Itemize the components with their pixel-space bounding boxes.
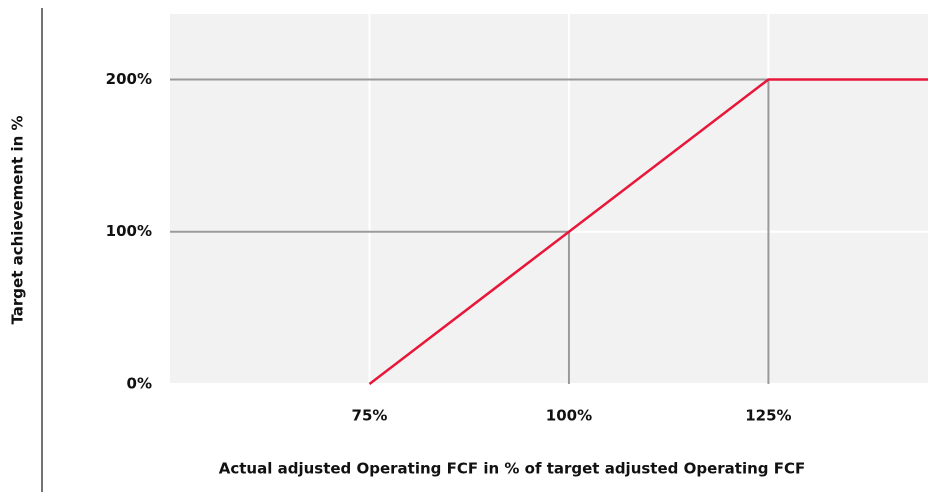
y-tick-label: 100% [106,222,152,240]
plot-area [170,14,928,384]
y-tick-label: 200% [106,70,152,88]
series-line [368,78,928,385]
x-tick-label: 75% [352,407,388,425]
y-axis-label: Target achievement in % [9,115,27,324]
y-tick-label: 0% [127,375,152,393]
x-axis-label: Actual adjusted Operating FCF in % of ta… [219,460,806,478]
x-tick-label: 100% [546,407,592,425]
x-tick-label: 125% [745,407,791,425]
